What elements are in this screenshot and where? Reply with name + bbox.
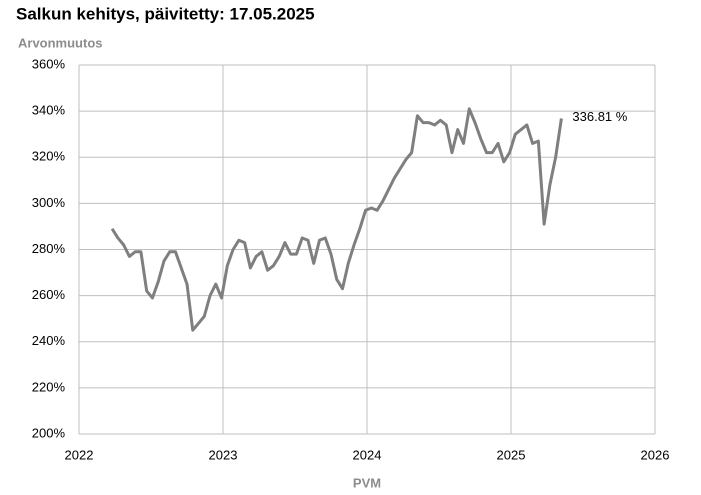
x-tick-label: 2022 xyxy=(65,447,94,462)
x-axis-title: PVM xyxy=(353,475,381,490)
y-tick-label: 260% xyxy=(32,287,66,302)
x-tick-label: 2026 xyxy=(641,447,670,462)
y-tick-label: 360% xyxy=(32,56,66,71)
x-tick-label: 2023 xyxy=(209,447,238,462)
y-tick-label: 240% xyxy=(32,333,66,348)
y-tick-label: 220% xyxy=(32,379,66,394)
y-tick-label: 280% xyxy=(32,241,66,256)
data-line xyxy=(110,107,563,332)
end-label: 336.81 % xyxy=(572,109,627,124)
chart-title: Salkun kehitys, päivitetty: 17.05.2025 xyxy=(16,4,315,23)
y-tick-label: 300% xyxy=(32,195,66,210)
y-tick-label: 320% xyxy=(32,149,66,164)
y-tick-label: 200% xyxy=(32,425,66,440)
x-tick-label: 2025 xyxy=(497,447,526,462)
y-axis-title: Arvonmuutos xyxy=(18,35,103,50)
y-tick-label: 340% xyxy=(32,103,66,118)
x-tick-label: 2024 xyxy=(353,447,382,462)
